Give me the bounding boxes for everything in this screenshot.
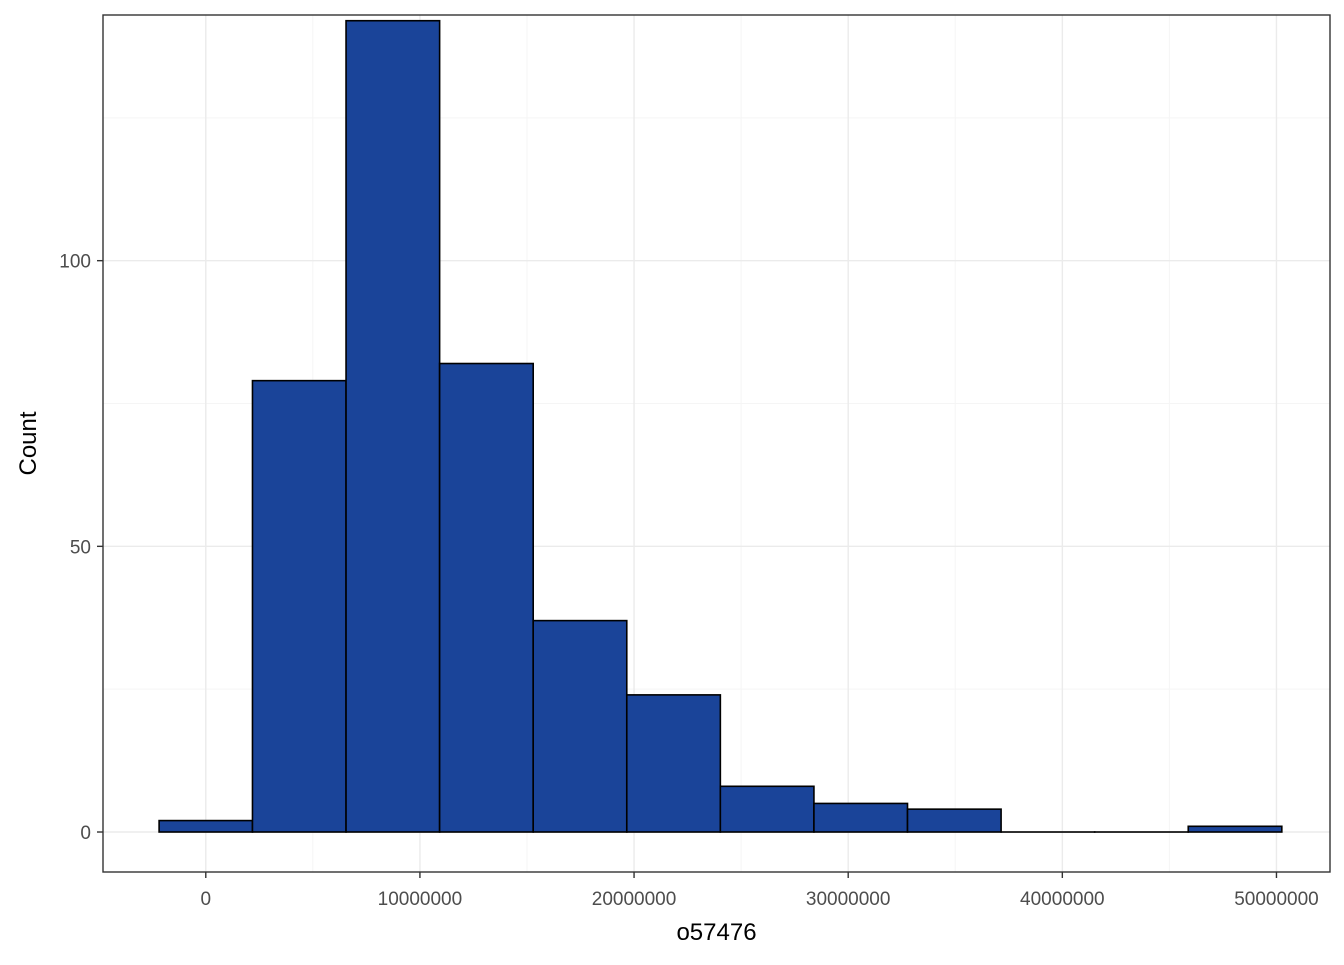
histogram-bar-3 <box>440 364 534 832</box>
histogram-bar-8 <box>908 809 1002 832</box>
histogram-bar-4 <box>533 621 627 832</box>
y-tick-label: 50 <box>70 537 91 558</box>
histogram-bar-7 <box>814 803 908 832</box>
x-tick-label: 20000000 <box>592 889 677 910</box>
histogram-bar-0 <box>159 821 252 832</box>
x-tick-label: 30000000 <box>806 889 891 910</box>
y-tick-label: 100 <box>59 252 91 273</box>
x-tick-label: 40000000 <box>1020 889 1105 910</box>
x-tick-label: 50000000 <box>1234 889 1319 910</box>
histogram-bar-2 <box>346 21 440 832</box>
x-axis-title: o57476 <box>676 919 756 946</box>
histogram-bar-6 <box>720 786 814 832</box>
x-tick-label: 0 <box>200 889 211 910</box>
y-tick-label: 0 <box>80 823 91 844</box>
y-axis-title: Count <box>15 411 42 475</box>
histogram-bar-5 <box>627 695 721 832</box>
histogram-bar-11 <box>1188 826 1282 832</box>
histogram-bars <box>159 21 1282 832</box>
x-tick-label: 10000000 <box>378 889 463 910</box>
histogram-bar-1 <box>252 381 346 832</box>
